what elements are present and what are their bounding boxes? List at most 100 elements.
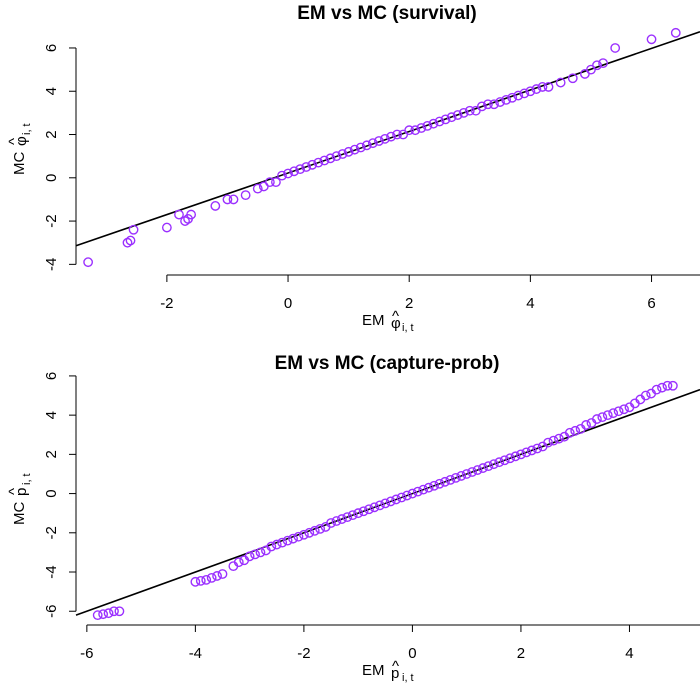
data-point (446, 112, 457, 123)
data-point (608, 408, 619, 419)
data-point (190, 576, 201, 587)
x-axis-label-capture-prob: EM ^ p i, t (362, 658, 414, 684)
data-point (458, 107, 469, 118)
data-point (201, 574, 212, 585)
data-point (564, 427, 575, 438)
data-point (250, 549, 260, 560)
data-point (244, 551, 255, 562)
data-point (128, 224, 139, 235)
data-point (429, 480, 440, 491)
y-tick-label: -2 (43, 214, 60, 227)
data-point (519, 88, 530, 99)
x-axis-label-subscript: i, t (402, 672, 414, 684)
data-point (358, 506, 369, 517)
data-point (114, 606, 125, 617)
x-tick-label: -6 (80, 645, 93, 662)
data-point (271, 177, 281, 188)
x-tick-label: -4 (189, 645, 202, 662)
data-point (640, 390, 651, 401)
data-point (483, 461, 494, 472)
y-axis-survival: -4 -2 0 2 4 6 (43, 44, 77, 271)
data-point (670, 27, 681, 38)
data-point (342, 512, 353, 523)
x-axis-label-prefix: EM (362, 312, 389, 329)
data-point (307, 159, 318, 170)
y-axis-label-hat: ^ (6, 488, 23, 495)
y-axis-label-prefix: MC (11, 148, 28, 176)
data-point (374, 500, 385, 511)
data-point (598, 58, 608, 69)
data-point (326, 518, 336, 528)
x-axis-label-survival: EM ^ φ i, t (362, 308, 414, 334)
data-point (343, 146, 354, 157)
data-point (271, 539, 282, 550)
data-point (662, 380, 673, 391)
data-point (531, 84, 542, 94)
data-point (109, 606, 119, 617)
data-point (651, 384, 662, 395)
data-point (555, 77, 566, 88)
data-point (288, 533, 298, 544)
x-tick-label: 4 (625, 645, 633, 662)
data-point (331, 516, 342, 526)
x-axis-label-symbol: φ (391, 315, 401, 332)
x-axis-label-symbol: p (391, 665, 399, 682)
data-point (489, 99, 499, 110)
x-tick-label: -2 (160, 295, 173, 312)
data-point (428, 118, 439, 129)
data-point (295, 164, 306, 175)
data-point (206, 572, 217, 583)
y-tick-label: 2 (43, 130, 60, 138)
y-axis-label-symbol: φ (13, 136, 30, 146)
y-tick-label: 0 (43, 174, 60, 182)
data-point (567, 73, 578, 84)
data-point (402, 490, 412, 501)
data-point (543, 82, 554, 92)
data-point (434, 116, 445, 127)
data-point (461, 469, 472, 479)
data-point (543, 437, 553, 448)
data-point (445, 474, 456, 485)
y-axis-label-subscript: i, t (21, 123, 33, 135)
y-axis-label-hat: ^ (6, 138, 23, 145)
data-point (125, 235, 136, 246)
data-point (592, 414, 602, 424)
data-point (355, 142, 366, 153)
data-point (456, 471, 467, 481)
data-point (353, 508, 364, 519)
data-point (264, 177, 275, 188)
data-point (174, 209, 184, 220)
data-point (336, 514, 347, 524)
data-point (347, 510, 358, 521)
data-point (252, 183, 263, 194)
data-point (277, 537, 288, 548)
data-point (283, 168, 293, 179)
data-point (337, 149, 348, 159)
data-point (597, 412, 608, 423)
y-tick-label: -4 (43, 565, 60, 578)
data-point (289, 166, 299, 177)
data-point (499, 455, 510, 466)
y-tick-label: -4 (43, 258, 60, 271)
data-point (228, 194, 239, 205)
data-point (501, 94, 512, 105)
data-point (83, 257, 94, 268)
data-point (392, 129, 402, 140)
data-point (548, 435, 559, 446)
data-point (217, 569, 228, 579)
data-point (380, 133, 390, 144)
data-point (513, 90, 524, 101)
data-point (422, 120, 433, 131)
data-point (98, 609, 109, 620)
data-point (592, 60, 602, 71)
y-axis-label-survival: MC ^ φ i, t (6, 123, 33, 175)
x-tick-label: 2 (405, 295, 413, 312)
data-point (233, 557, 244, 568)
data-point (122, 237, 133, 248)
data-point (309, 525, 320, 536)
data-point (434, 478, 445, 489)
data-point (532, 443, 543, 454)
data-point (646, 34, 657, 45)
data-point (367, 138, 378, 149)
